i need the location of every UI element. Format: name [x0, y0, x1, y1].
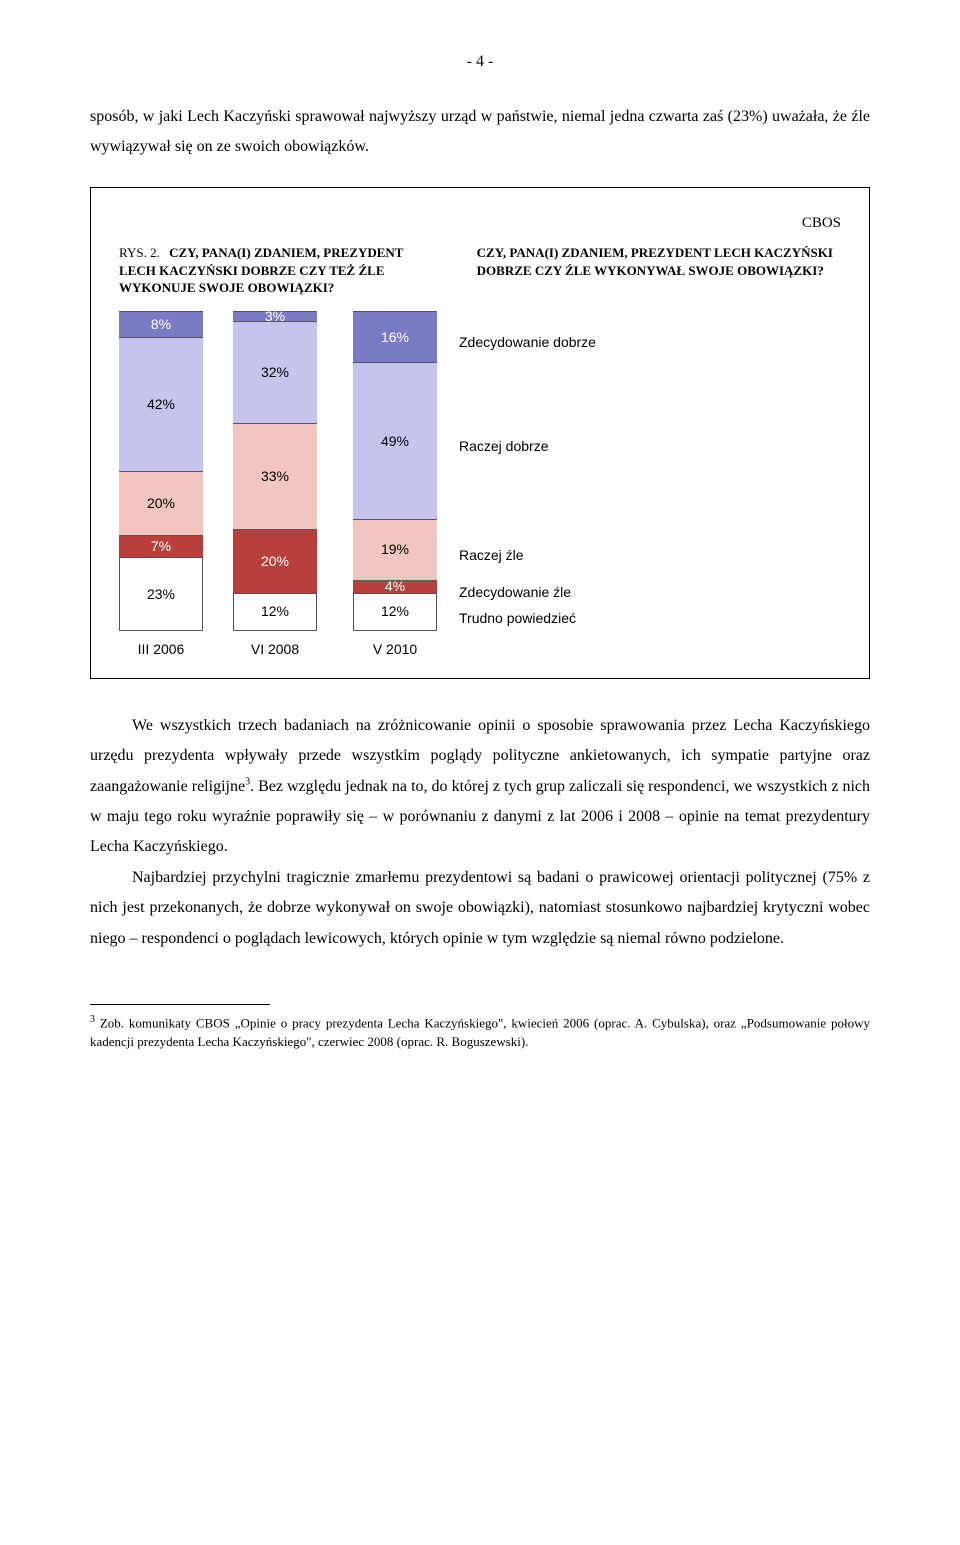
chart-bar: 12%4%19%49%16% — [353, 311, 437, 631]
chart-segment: 3% — [233, 311, 317, 321]
body-paragraph-2: Najbardziej przychylni tragicznie zmarłe… — [90, 863, 870, 954]
legend-item: Zdecydowanie dobrze — [459, 332, 596, 353]
body-paragraph-1: We wszystkich trzech badaniach na zróżni… — [90, 711, 870, 863]
chart-segment: 33% — [233, 423, 317, 529]
footnote-3: 3 Zob. komunikaty CBOS „Opinie o pracy p… — [90, 1013, 870, 1051]
chart-segment: 8% — [119, 311, 203, 337]
chart-area: 23%7%20%42%8%III 200612%20%33%32%3%VI 20… — [119, 311, 841, 660]
chart-segment: 20% — [119, 471, 203, 535]
cbos-label: CBOS — [119, 212, 841, 235]
chart-column-label: V 2010 — [373, 639, 417, 660]
chart-column-label: VI 2008 — [251, 639, 299, 660]
intro-paragraph: sposób, w jaki Lech Kaczyński sprawował … — [90, 102, 870, 163]
chart-column-label: III 2006 — [138, 639, 185, 660]
chart-title-left: RYS. 2. CZY, PANA(I) ZDANIEM, PREZYDENT … — [119, 244, 437, 297]
chart-titles-row: RYS. 2. CZY, PANA(I) ZDANIEM, PREZYDENT … — [119, 244, 841, 297]
figure-number: RYS. 2. — [119, 245, 160, 260]
chart-column: 12%20%33%32%3% VI 2008 — [233, 311, 317, 660]
chart-title-right: CZY, PANA(I) ZDANIEM, PREZYDENT LECH KAC… — [477, 244, 841, 297]
chart-right-block: 12%4%19%49%16% V 2010 Zdecydowanie dobrze… — [353, 311, 841, 660]
chart-segment: 12% — [353, 593, 437, 631]
legend-item: Raczej dobrze — [459, 436, 549, 457]
chart-segment: 32% — [233, 321, 317, 423]
chart-bar: 12%20%33%32%3% — [233, 311, 317, 631]
legend-item: Zdecydowanie źle — [459, 582, 571, 603]
legend-item: Raczej źle — [459, 545, 524, 566]
chart-segment: 19% — [353, 519, 437, 580]
chart-container: CBOS RYS. 2. CZY, PANA(I) ZDANIEM, PREZY… — [90, 187, 870, 679]
chart-segment: 42% — [119, 337, 203, 471]
chart-segment: 49% — [353, 362, 437, 519]
chart-bar: 23%7%20%42%8% — [119, 311, 203, 631]
chart-bars-left: 23%7%20%42%8%III 200612%20%33%32%3%VI 20… — [119, 311, 317, 660]
chart-segment: 23% — [119, 557, 203, 631]
chart-segment: 12% — [233, 593, 317, 631]
chart-segment: 7% — [119, 535, 203, 557]
chart-segment: 20% — [233, 529, 317, 593]
chart-segment: 4% — [353, 580, 437, 593]
legend-item: Trudno powiedzieć — [459, 608, 576, 629]
footnote-text: Zob. komunikaty CBOS „Opinie o pracy pre… — [90, 1015, 870, 1048]
chart-segment: 16% — [353, 311, 437, 362]
page-number: - 4 - — [90, 50, 870, 74]
chart-column: 23%7%20%42%8% III 2006 — [119, 311, 203, 660]
footnote-rule — [90, 1004, 270, 1005]
chart-column: 12%4%19%49%16% V 2010 — [353, 311, 437, 660]
title-left-text: CZY, PANA(I) ZDANIEM, PREZYDENT LECH KAC… — [119, 245, 403, 295]
